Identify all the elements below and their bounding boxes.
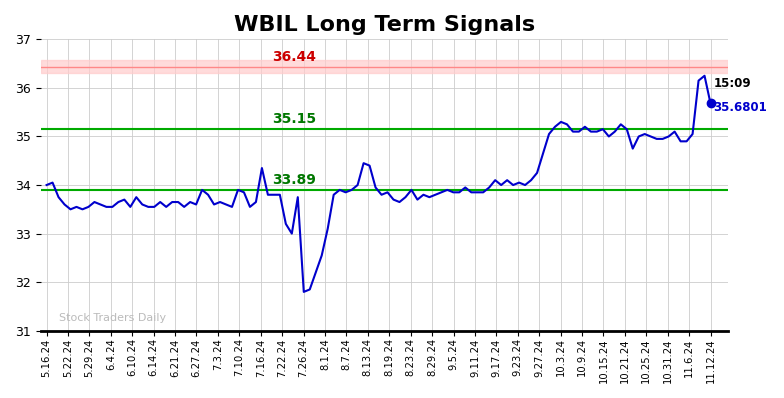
Bar bbox=[41, 60, 728, 73]
Text: 36.44: 36.44 bbox=[273, 50, 317, 64]
Text: Stock Traders Daily: Stock Traders Daily bbox=[59, 314, 165, 324]
Text: 33.89: 33.89 bbox=[273, 174, 317, 187]
Text: 35.6801: 35.6801 bbox=[713, 101, 768, 114]
Title: WBIL Long Term Signals: WBIL Long Term Signals bbox=[234, 15, 535, 35]
Text: 15:09: 15:09 bbox=[713, 77, 751, 90]
Text: 35.15: 35.15 bbox=[272, 112, 317, 126]
